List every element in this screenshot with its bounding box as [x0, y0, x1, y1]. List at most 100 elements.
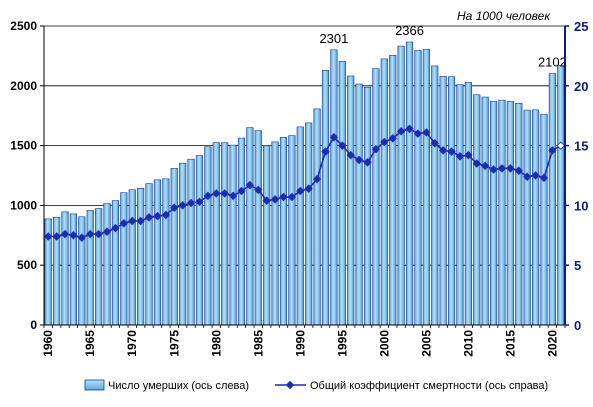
bar: [515, 102, 523, 326]
line-point: [254, 185, 263, 195]
line-point: [153, 211, 162, 221]
line-point: [388, 134, 397, 143]
line-point: [455, 152, 465, 161]
data-label: 2366: [395, 23, 424, 38]
bar: [414, 50, 422, 326]
line-point: [203, 191, 213, 201]
x-tick-label: 2015: [503, 330, 517, 357]
bar: [305, 122, 313, 326]
line-point: [287, 192, 297, 202]
bar: [431, 65, 439, 326]
line-point: [94, 229, 103, 239]
unit-label: На 1000 человек: [457, 9, 551, 23]
right-tick-label: 5: [574, 258, 581, 273]
line-point: [144, 213, 154, 222]
bar: [103, 203, 111, 326]
bar: [355, 83, 363, 326]
bar: [548, 73, 556, 326]
x-tick-label: 1960: [41, 330, 55, 357]
bar: [456, 84, 464, 326]
line-point: [69, 231, 78, 240]
bar: [557, 65, 565, 326]
line-point: [85, 229, 95, 239]
line-point: [43, 232, 53, 241]
bar: [145, 183, 153, 326]
bar: [212, 142, 220, 326]
bar: [464, 82, 472, 326]
line-point: [430, 138, 439, 148]
line-point: [245, 180, 255, 190]
line-point: [195, 197, 204, 207]
line-point: [464, 150, 473, 160]
bar: [321, 70, 330, 326]
line-point: [405, 124, 414, 134]
line-point: [422, 128, 431, 137]
line-point: [539, 173, 549, 183]
right-tick-label: 25: [574, 19, 588, 34]
line-point: [514, 166, 524, 175]
line-point: [60, 229, 70, 239]
right-tick-label: 0: [574, 318, 581, 333]
right-axis-ticks: 0 5 10 15 20 25: [565, 19, 588, 333]
bar: [422, 49, 430, 326]
left-tick-label: 1000: [10, 198, 37, 212]
x-tick-label: 2005: [419, 330, 433, 357]
line-point: [296, 186, 305, 196]
bar: [162, 178, 170, 326]
bar: [363, 86, 372, 326]
x-tick-label: 2020: [545, 330, 559, 357]
legend-bar-swatch: [84, 379, 105, 391]
bar: [153, 179, 162, 326]
legend: Число умерших (ось слева) Общий коэффици…: [84, 379, 548, 392]
bar: [170, 168, 178, 326]
line-point: [396, 127, 406, 136]
line-point: [480, 161, 490, 171]
bar: [254, 130, 262, 326]
bar: [380, 58, 388, 326]
bar: [86, 210, 94, 326]
bar: [237, 137, 246, 326]
legend-line-marker: [285, 380, 295, 390]
bar: [532, 109, 540, 326]
line-point: [447, 147, 456, 156]
line-point: [438, 146, 448, 155]
line-point: [186, 198, 196, 208]
bar: [372, 68, 380, 326]
x-tick-label: 1980: [209, 330, 223, 357]
line-point: [170, 203, 179, 213]
right-tick-label: 10: [574, 198, 588, 213]
line-point: [329, 132, 339, 142]
line-point: [77, 233, 87, 242]
bar: [78, 216, 86, 326]
left-axis-ticks: 0 500 1000 1500 2000 2500: [10, 19, 44, 332]
bar: [313, 108, 321, 326]
bar: [506, 101, 514, 326]
line-point: [262, 196, 271, 205]
right-tick-label: 15: [574, 139, 588, 154]
bar: [439, 75, 447, 326]
bar: [263, 145, 271, 326]
x-tick-label: 1985: [251, 330, 265, 357]
bar: [338, 61, 346, 326]
line-point: [178, 201, 187, 210]
bar: [288, 135, 296, 326]
right-tick-label: 20: [574, 79, 588, 94]
bar: [271, 141, 279, 326]
line-point: [321, 147, 330, 156]
line-point: [548, 146, 557, 155]
bar: [137, 188, 145, 326]
legend-bar-label: Число умерших (ось слева): [108, 380, 249, 392]
line-point: [279, 192, 288, 202]
line-point: [363, 158, 372, 167]
bar: [187, 158, 195, 326]
legend-line-label: Общий коэффициент смертности (ось справа…: [310, 380, 548, 392]
bar: [347, 75, 355, 326]
data-label: 2301: [319, 31, 348, 46]
line-point: [304, 184, 313, 193]
left-tick-label: 500: [17, 258, 37, 272]
bar: [389, 54, 397, 326]
bar-series: [44, 41, 565, 326]
line-point: [346, 150, 355, 160]
bar: [246, 127, 254, 326]
line-point: [371, 144, 381, 154]
